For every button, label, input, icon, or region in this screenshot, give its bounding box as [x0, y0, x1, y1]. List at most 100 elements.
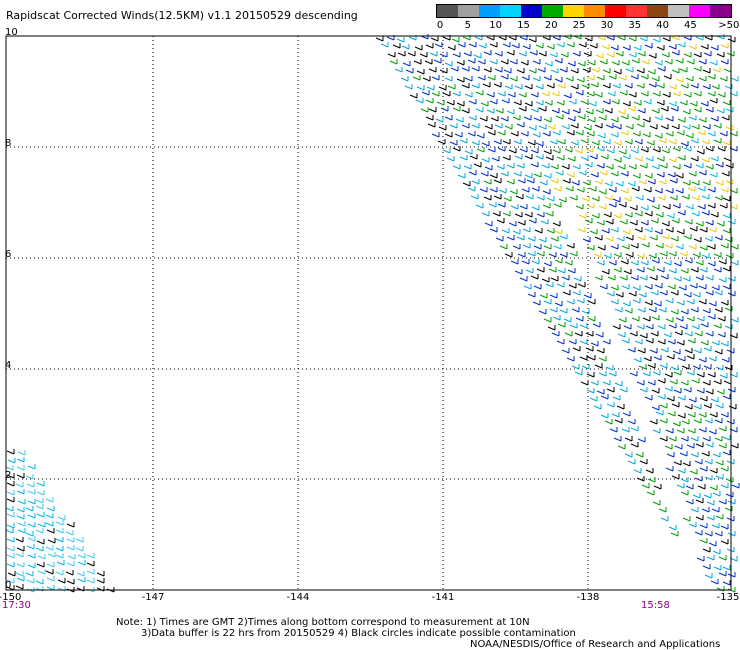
wind-barb	[639, 459, 648, 465]
wind-barb	[514, 154, 523, 160]
wind-barb	[570, 140, 579, 146]
wind-barb	[677, 413, 686, 419]
wind-barb	[718, 277, 727, 283]
wind-barb	[730, 317, 739, 323]
lon-label: -141	[431, 592, 455, 603]
wind-barb	[586, 91, 595, 97]
wind-barb	[623, 269, 632, 275]
wind-barb	[46, 576, 55, 582]
wind-barb	[550, 164, 559, 170]
wind-barb	[686, 370, 695, 376]
wind-barb	[656, 267, 665, 273]
wind-barb	[484, 221, 493, 227]
wind-barb	[547, 124, 556, 130]
wind-barb	[632, 298, 641, 304]
wind-barb	[602, 68, 611, 74]
wind-barb	[563, 93, 572, 99]
wind-barb	[471, 66, 480, 72]
wind-barb	[641, 483, 650, 489]
wind-barb	[26, 578, 35, 584]
wind-barb	[633, 357, 642, 363]
wind-barb	[673, 261, 682, 267]
wind-barb	[676, 483, 685, 489]
wind-barb	[463, 51, 472, 57]
wind-barb	[690, 156, 699, 162]
wind-barb	[684, 258, 693, 264]
wind-barb	[698, 427, 707, 433]
wind-barb	[493, 194, 502, 200]
wind-barb	[712, 491, 721, 497]
wind-barb	[628, 291, 637, 297]
wind-barb	[543, 117, 552, 123]
wind-barb	[516, 68, 525, 74]
wind-barb	[530, 148, 539, 154]
wind-barb	[593, 252, 602, 258]
wind-barb	[479, 116, 488, 122]
wind-barb	[629, 371, 638, 377]
wind-barb	[668, 101, 677, 107]
wind-barb	[561, 275, 570, 281]
wind-barb	[556, 155, 565, 161]
wind-barb	[506, 179, 515, 185]
wind-barb	[671, 402, 680, 408]
wind-barb	[714, 290, 723, 296]
wind-barb	[502, 139, 511, 145]
wind-barb	[605, 123, 614, 129]
wind-barb	[552, 130, 561, 136]
wind-barb	[670, 309, 679, 315]
wind-barb	[612, 197, 621, 203]
wind-barb	[596, 163, 605, 169]
wind-barb	[629, 331, 638, 337]
wind-barb	[692, 292, 701, 298]
wind-barb	[605, 236, 614, 242]
wind-barb	[627, 181, 636, 187]
wind-barb	[574, 148, 583, 154]
wind-barb	[542, 189, 551, 195]
wind-barb	[489, 42, 498, 48]
wind-barb	[616, 404, 625, 410]
wind-barb	[674, 330, 683, 336]
wind-barb	[631, 186, 640, 192]
wind-barb	[665, 116, 674, 122]
wind-barb	[396, 37, 405, 43]
wind-barb	[524, 84, 533, 90]
wind-barb	[711, 340, 720, 346]
wind-barb	[662, 204, 671, 210]
wind-barb	[634, 156, 643, 162]
wind-barb	[470, 194, 479, 200]
wind-barb	[86, 569, 95, 575]
wind-barb	[37, 522, 46, 528]
wind-barb	[586, 388, 595, 394]
wind-barb	[413, 59, 422, 65]
wind-barb	[695, 498, 704, 504]
wind-barb	[540, 219, 549, 225]
wind-barb	[630, 442, 639, 448]
wind-barb	[591, 140, 600, 146]
wind-barb	[683, 387, 692, 393]
wind-barb	[596, 220, 605, 226]
wind-barb	[517, 178, 526, 184]
wind-barb	[713, 252, 722, 258]
wind-barb	[542, 203, 551, 209]
wind-barb	[594, 92, 603, 98]
wind-barb	[708, 356, 717, 362]
wind-barb	[471, 179, 480, 185]
wind-barb	[583, 125, 592, 131]
lon-label: -144	[286, 592, 310, 603]
wind-barb	[25, 474, 34, 480]
wind-barb	[492, 211, 501, 217]
wind-barb	[707, 261, 716, 267]
wind-barb	[476, 133, 485, 139]
wind-barb	[512, 244, 521, 250]
wind-barb	[576, 77, 585, 83]
wind-barb	[667, 411, 676, 417]
wind-barb	[461, 66, 470, 72]
legend-swatch	[563, 5, 584, 17]
wind-barb	[438, 85, 447, 91]
wind-barb	[444, 115, 453, 121]
wind-barb	[508, 221, 517, 227]
wind-barb	[662, 36, 671, 42]
wind-barb	[655, 243, 664, 249]
wind-barb	[96, 578, 105, 584]
wind-barb	[730, 244, 739, 250]
